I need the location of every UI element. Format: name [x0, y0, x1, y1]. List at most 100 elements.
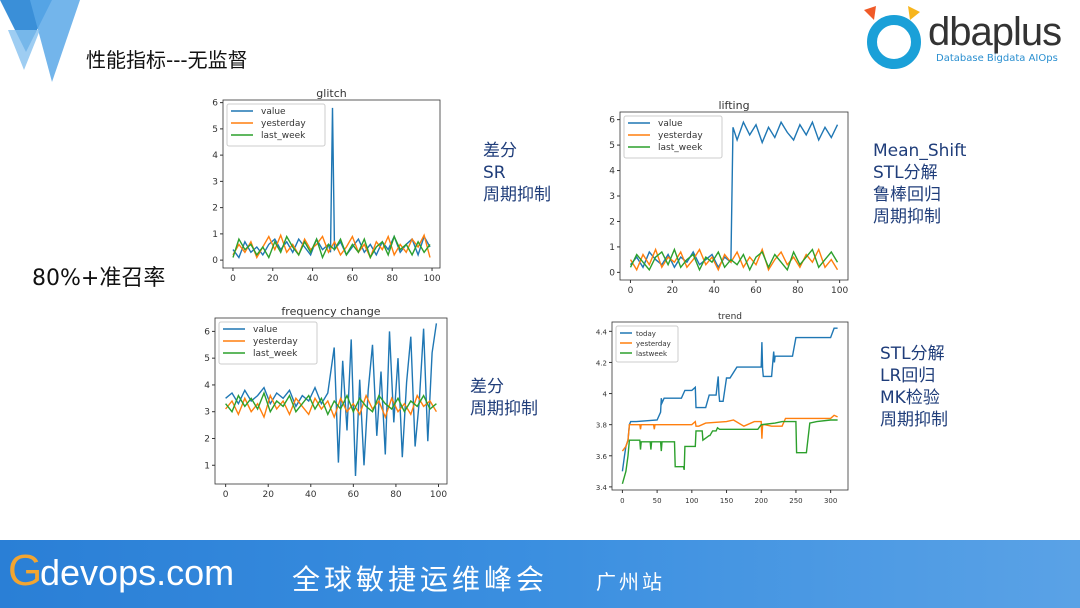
series-line-last_week — [629, 247, 839, 272]
brand-triangle-logo — [0, 0, 80, 82]
legend-label: last_week — [253, 349, 298, 359]
y-tick-label: 3 — [204, 408, 210, 418]
lifting-chart: lifting 0 20 40 60 80 100 0 1 2 3 4 5 6 value yesterday… — [609, 99, 849, 296]
chart-title: trend — [718, 312, 742, 322]
banner-city: 广州站 — [596, 570, 665, 594]
method-item: 差分 — [470, 377, 504, 397]
series-line-last_week — [232, 234, 431, 260]
x-tick-label: 150 — [720, 497, 733, 505]
x-tick-label: 60 — [348, 490, 360, 500]
x-tick-label: 40 — [305, 490, 317, 500]
x-tick-label: 250 — [789, 497, 802, 505]
plot-frame — [214, 317, 448, 485]
y-tick-label: 4 — [603, 391, 608, 399]
y-tick-label: 5 — [212, 125, 218, 135]
method-item: MK检验 — [880, 388, 940, 408]
x-tick-label: 80 — [390, 490, 402, 500]
logo-subtitle: Database Bigdata AIOps — [936, 53, 1058, 64]
legend-label: last_week — [658, 143, 703, 153]
dbaplus-logo-icon — [864, 6, 921, 69]
chart-title: glitch — [316, 87, 346, 100]
x-tick-label: 100 — [831, 286, 848, 296]
frequency-change-chart: frequency change 0 20 40 60 80 100 1 2 3 4 5 6 value y… — [204, 305, 448, 500]
legend-label: yesterday — [658, 131, 703, 141]
trend-methods: STL分解 LR回归 MK检验 周期抑制 — [880, 343, 948, 431]
x-tick-label: 0 — [628, 286, 634, 296]
x-tick-label: 200 — [755, 497, 768, 505]
legend-label: yesterday — [261, 119, 306, 129]
method-item: 周期抑制 — [873, 207, 941, 227]
logo-wordmark: dbaplus — [928, 10, 1062, 54]
banner-event: 全球敏捷运维峰会 — [292, 563, 549, 596]
method-item: Mean_Shift — [873, 141, 967, 161]
y-tick-label: 6 — [204, 327, 210, 337]
series-line-last_week — [225, 390, 437, 417]
banner-site: devops.com — [40, 552, 235, 593]
y-tick-label: 4 — [212, 151, 218, 161]
chart-title: frequency change — [281, 305, 380, 318]
series-line-value — [629, 120, 839, 269]
y-tick-label: 5 — [204, 354, 210, 364]
y-tick-label: 2 — [212, 204, 218, 214]
y-tick-label: 5 — [609, 141, 615, 151]
method-item: 周期抑制 — [470, 399, 538, 419]
method-item: STL分解 — [873, 163, 938, 183]
x-tick-label: 80 — [386, 274, 398, 284]
legend-label: today — [636, 330, 656, 338]
y-tick-label: 2 — [204, 434, 210, 444]
x-tick-label: 20 — [667, 286, 679, 296]
y-tick-label: 4 — [204, 381, 210, 391]
x-tick-label: 100 — [423, 274, 440, 284]
x-tick-label: 40 — [708, 286, 720, 296]
method-item: LR回归 — [880, 366, 936, 386]
plot-frame — [611, 321, 849, 491]
series-line-lastweek — [621, 419, 838, 484]
method-item: 周期抑制 — [880, 410, 948, 430]
legend-label: value — [261, 107, 286, 117]
y-tick-label: 6 — [609, 116, 615, 126]
x-tick-label: 300 — [824, 497, 837, 505]
x-tick-label: 0 — [223, 490, 229, 500]
legend-label: yesterday — [253, 337, 298, 347]
legend-label: yesterday — [636, 340, 671, 348]
x-tick-label: 100 — [430, 490, 447, 500]
method-item: 差分 — [483, 141, 517, 161]
slide-title: 性能指标---无监督 — [86, 48, 248, 72]
y-tick-label: 0 — [212, 256, 218, 266]
legend-label: value — [658, 119, 683, 129]
y-tick-label: 3.6 — [596, 453, 608, 461]
frequency-methods: 差分 周期抑制 — [470, 376, 538, 420]
y-tick-label: 2 — [609, 217, 615, 227]
x-tick-label: 60 — [347, 274, 359, 284]
series-line-yesterday — [621, 414, 838, 452]
x-tick-label: 100 — [685, 497, 698, 505]
y-tick-label: 3.8 — [596, 422, 607, 430]
method-item: STL分解 — [880, 344, 945, 364]
y-tick-label: 3 — [609, 192, 615, 202]
y-tick-label: 3 — [212, 177, 218, 187]
x-tick-label: 0 — [620, 497, 624, 505]
legend-label: last_week — [261, 131, 306, 141]
chart-title: lifting — [718, 99, 749, 112]
y-tick-label: 4.2 — [596, 359, 607, 367]
y-tick-label: 1 — [204, 461, 210, 471]
glitch-methods: 差分 SR 周期抑制 — [483, 140, 551, 206]
method-item: SR — [483, 163, 506, 183]
footer-banner: G devops.com 全球敏捷运维峰会 广州站 — [0, 540, 1080, 608]
banner-g-logo: G — [8, 546, 43, 595]
x-tick-label: 20 — [267, 274, 279, 284]
x-tick-label: 80 — [792, 286, 804, 296]
legend-label: value — [253, 325, 278, 335]
plot-frame — [619, 111, 849, 281]
x-tick-label: 40 — [307, 274, 319, 284]
method-item: 鲁棒回归 — [873, 185, 941, 205]
y-tick-label: 4 — [609, 167, 615, 177]
lifting-methods: Mean_Shift STL分解 鲁棒回归 周期抑制 — [873, 140, 966, 228]
method-item: 周期抑制 — [483, 185, 551, 205]
y-tick-label: 1 — [212, 230, 218, 240]
y-tick-label: 0 — [609, 268, 615, 278]
x-tick-label: 20 — [262, 490, 274, 500]
x-tick-label: 50 — [653, 497, 662, 505]
y-tick-label: 6 — [212, 99, 218, 109]
recall-metric: 80%+准召率 — [32, 266, 166, 291]
